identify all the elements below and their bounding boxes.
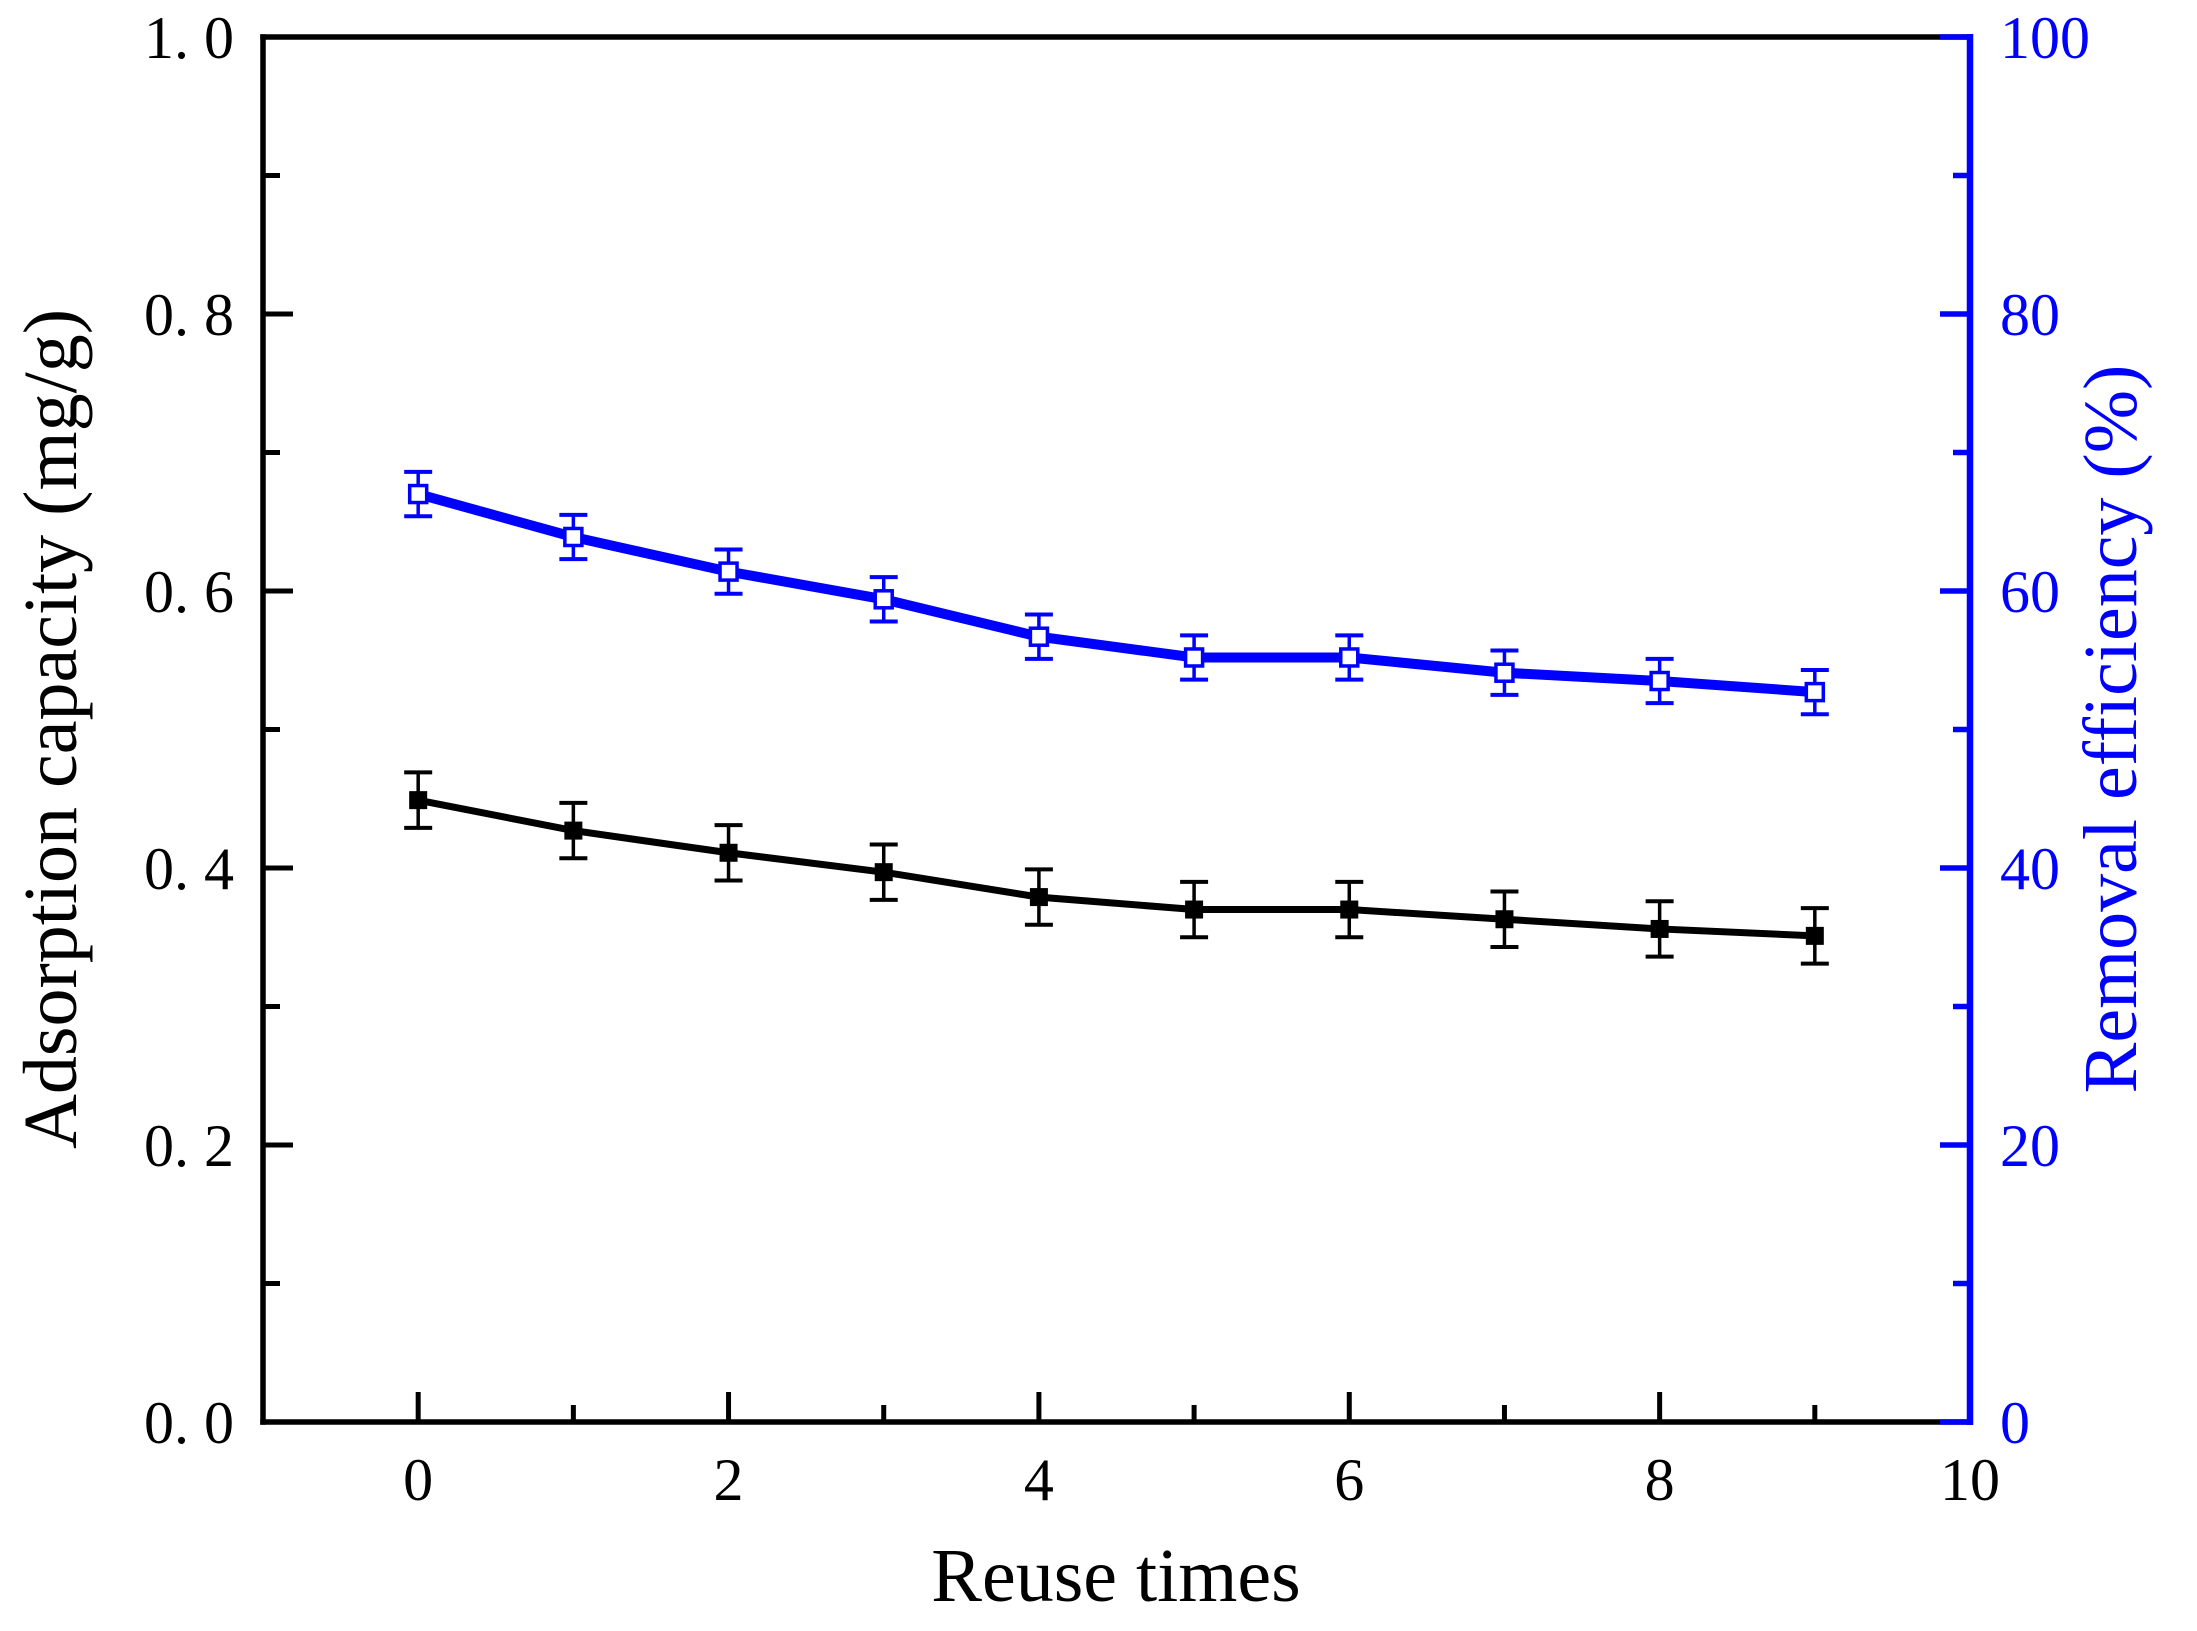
y-right-tick-label: 0 [2000,1390,2030,1456]
removal-efficiency-marker [1804,681,1826,703]
y-left-tick-label: 0. 4 [144,836,234,902]
adsorption-capacity-line [417,796,1815,940]
x-axis-tick-label: 4 [1024,1447,1054,1513]
removal-efficiency-line [416,489,1816,698]
adsorption-capacity-marker [1340,900,1359,919]
right-axis-title: Removal efficiency (%) [2069,365,2153,1094]
y-left-tick-label: 1. 0 [144,5,234,71]
adsorption-capacity-marker [1805,926,1824,945]
removal-efficiency-marker [1183,647,1205,668]
adsorption-capacity-marker [874,863,893,882]
y-right-tick-label: 100 [2000,5,2090,71]
removal-efficiency-marker [1649,670,1670,692]
removal-efficiency-marker [407,483,429,505]
adsorption-capacity-marker [1495,910,1514,929]
left-axis-title: Adsorption capacity (mg/g) [9,309,93,1149]
plot-layer: 0 2 4 6 8 10 0. 0 0. 2 0. 4 0. 6 0. 8 1. 0 0 20 40 60 80… [144,5,2090,1513]
removal-efficiency-marker [1494,662,1515,683]
x-axis-title: Reuse times [931,1534,1300,1618]
y-left-tick-label: 0. 2 [144,1113,234,1179]
adsorption-capacity-marker [719,843,738,862]
removal-efficiency-marker [1339,647,1360,668]
x-axis-tick-label: 6 [1334,1447,1364,1513]
removal-efficiency-marker [1028,626,1050,647]
y-left-tick-label: 0. 8 [144,282,234,348]
x-axis-tick-label: 2 [714,1447,744,1513]
y-right-tick-label: 20 [2000,1113,2060,1179]
x-axis-tick-label: 8 [1645,1447,1675,1513]
removal-efficiency-marker [873,589,894,610]
adsorption-capacity-marker [1185,900,1204,919]
y-left-tick-label: 0. 6 [144,559,234,625]
removal-efficiency-marker [718,561,739,582]
y-right-tick-label: 80 [2000,282,2060,348]
adsorption-capacity-marker [1029,888,1048,907]
adsorption-capacity-marker [1650,919,1669,938]
y-right-tick-label: 40 [2000,836,2060,902]
adsorption-capacity-marker [409,791,428,810]
y-left-tick-label: 0. 0 [144,1390,234,1456]
removal-efficiency-marker [563,526,584,548]
adsorption-capacity-marker [564,821,583,840]
x-axis-tick-label: 0 [403,1447,433,1513]
x-axis-tick-label: 10 [1940,1447,2000,1513]
y-right-tick-label: 60 [2000,559,2060,625]
